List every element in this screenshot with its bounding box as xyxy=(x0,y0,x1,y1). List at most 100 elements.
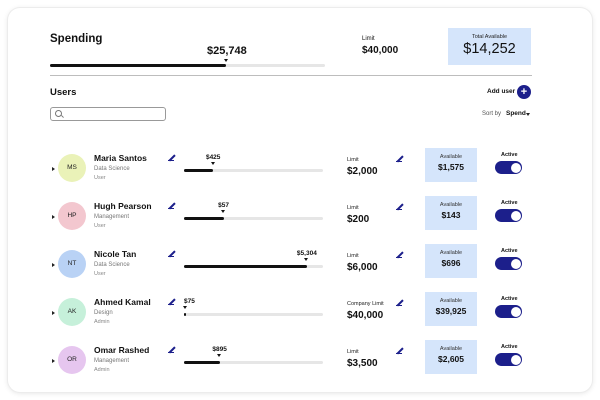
user-role: User xyxy=(94,271,106,277)
chevron-down-icon[interactable] xyxy=(526,113,530,116)
user-row: NT Nicole Tan Data Science User $5,304 L… xyxy=(8,242,592,288)
user-role: User xyxy=(94,223,106,229)
active-toggle[interactable] xyxy=(495,353,522,366)
spending-amount: $25,748 xyxy=(207,45,247,57)
edit-limit-pencil-icon[interactable] xyxy=(396,299,403,306)
user-name: Omar Rashed xyxy=(94,345,150,355)
user-available-label: Available xyxy=(439,346,463,352)
avatar: OR xyxy=(58,346,86,374)
user-available-value: $2,605 xyxy=(438,354,464,364)
user-progress-bar xyxy=(184,313,323,316)
edit-pencil-icon[interactable] xyxy=(168,346,175,353)
spending-limit-label: Limit xyxy=(362,36,375,42)
sort-label: Sort by xyxy=(482,111,502,117)
user-role: User xyxy=(94,175,106,181)
user-department: Management xyxy=(94,214,130,220)
edit-limit-pencil-icon[interactable] xyxy=(396,155,403,162)
user-progress-bar xyxy=(184,169,323,172)
spent-marker-icon xyxy=(217,354,222,357)
user-spent-amount: $5,304 xyxy=(296,250,317,257)
spent-marker-icon xyxy=(304,258,309,261)
active-toggle[interactable] xyxy=(495,161,522,174)
edit-limit-pencil-icon[interactable] xyxy=(396,203,403,210)
user-department: Management xyxy=(94,358,130,364)
user-row: AK Ahmed Kamal Design Admin $75 Company … xyxy=(8,290,592,336)
avatar: MS xyxy=(58,154,86,182)
user-limit-value: $200 xyxy=(347,214,370,225)
user-limit-value: $3,500 xyxy=(347,358,378,369)
spending-title: Spending xyxy=(50,33,103,45)
user-spent-amount: $75 xyxy=(184,298,195,305)
add-user-link[interactable]: Add user xyxy=(487,88,516,95)
user-spent-amount: $425 xyxy=(205,154,221,161)
user-limit-label: Limit xyxy=(347,205,359,211)
active-toggle[interactable] xyxy=(495,257,522,270)
spent-marker-icon xyxy=(221,210,226,213)
user-row: HP Hugh Pearson Management User $57 Limi… xyxy=(8,194,592,240)
user-available-value: $1,575 xyxy=(438,162,464,172)
active-label: Active xyxy=(501,344,518,350)
section-divider xyxy=(50,75,532,76)
user-available-box: Available $2,605 xyxy=(425,340,477,374)
spending-progress-fill xyxy=(50,64,226,67)
user-limit-label: Limit xyxy=(347,349,359,355)
spending-marker-icon xyxy=(223,59,228,62)
active-label: Active xyxy=(501,200,518,206)
expand-row-icon[interactable] xyxy=(52,359,55,363)
expand-row-icon[interactable] xyxy=(52,311,55,315)
edit-limit-pencil-icon[interactable] xyxy=(396,347,403,354)
edit-pencil-icon[interactable] xyxy=(168,250,175,257)
user-limit-label: Limit xyxy=(347,253,359,259)
user-progress-bar xyxy=(184,265,323,268)
user-available-label: Available xyxy=(439,298,463,304)
expand-row-icon[interactable] xyxy=(52,263,55,267)
user-progress-bar xyxy=(184,217,323,220)
active-toggle[interactable] xyxy=(495,305,522,318)
avatar: AK xyxy=(58,298,86,326)
avatar: HP xyxy=(58,202,86,230)
user-available-box: Available $143 xyxy=(425,196,477,230)
spent-marker-icon xyxy=(183,306,187,309)
spending-progress-bar xyxy=(50,64,325,67)
user-available-box: Available $696 xyxy=(425,244,477,278)
user-name: Nicole Tan xyxy=(94,249,137,259)
user-limit-value: $40,000 xyxy=(347,310,384,321)
user-row: OR Omar Rashed Management Admin $895 Lim… xyxy=(8,338,592,384)
toggle-knob xyxy=(510,354,521,365)
users-title: Users xyxy=(50,87,77,98)
app-window: Spending $25,748 Limit $40,000 Total Ava… xyxy=(8,8,592,392)
user-name: Hugh Pearson xyxy=(94,201,152,211)
user-available-value: $143 xyxy=(441,210,461,220)
avatar: NT xyxy=(58,250,86,278)
user-role: Admin xyxy=(94,319,110,325)
plus-icon[interactable]: + xyxy=(517,85,531,99)
total-available-label: Total Available xyxy=(471,34,508,40)
user-department: Data Science xyxy=(94,262,130,268)
toggle-knob xyxy=(510,306,521,317)
toggle-knob xyxy=(510,210,521,221)
search-box[interactable] xyxy=(50,107,166,121)
user-limit-value: $6,000 xyxy=(347,262,378,273)
active-toggle[interactable] xyxy=(495,209,522,222)
user-row: MS Maria Santos Data Science User $425 L… xyxy=(8,146,592,192)
user-available-label: Available xyxy=(439,154,463,160)
user-available-value: $39,925 xyxy=(435,306,467,316)
toggle-knob xyxy=(510,162,521,173)
user-progress-fill xyxy=(184,361,220,364)
edit-limit-pencil-icon[interactable] xyxy=(396,251,403,258)
expand-row-icon[interactable] xyxy=(52,215,55,219)
user-name: Ahmed Kamal xyxy=(94,297,151,307)
active-label: Active xyxy=(501,248,518,254)
user-progress-fill xyxy=(184,169,214,172)
expand-row-icon[interactable] xyxy=(52,167,55,171)
user-name: Maria Santos xyxy=(94,153,147,163)
user-spent-amount: $895 xyxy=(212,346,227,353)
user-available-label: Available xyxy=(439,202,463,208)
user-available-box: Available $1,575 xyxy=(425,148,477,182)
edit-pencil-icon[interactable] xyxy=(168,202,175,209)
sort-dropdown[interactable]: Spend xyxy=(506,110,526,117)
user-spent-amount: $57 xyxy=(218,202,230,209)
search-input[interactable] xyxy=(65,109,163,119)
edit-pencil-icon[interactable] xyxy=(168,298,175,305)
edit-pencil-icon[interactable] xyxy=(168,154,175,161)
